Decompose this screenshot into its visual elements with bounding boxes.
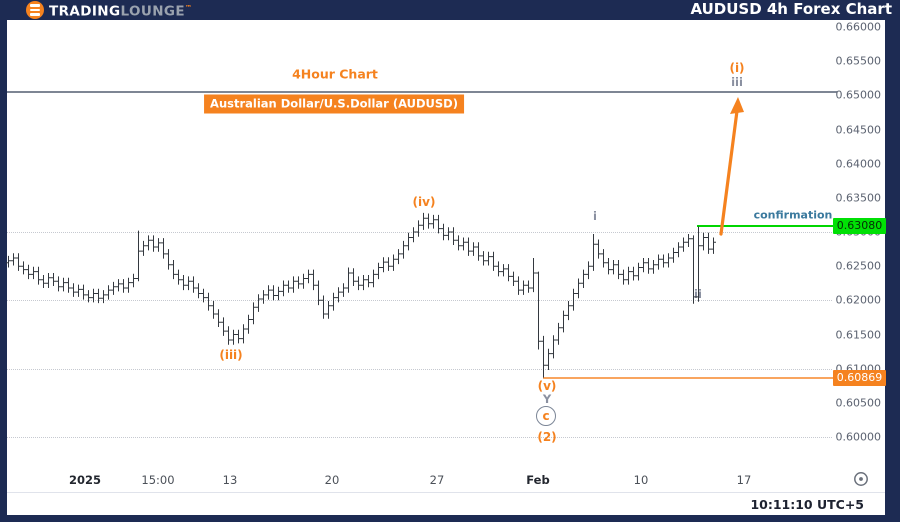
wave-label-i: i — [593, 209, 597, 223]
time-axis-label: 15:00 — [141, 473, 175, 487]
wave-label-2: (2) — [537, 430, 557, 444]
price-axis-label: 0.65500 — [835, 54, 882, 68]
price-gridline — [7, 232, 832, 233]
brand-burger-icon — [26, 1, 44, 19]
brand-wordmark: TRADINGLOUNGE™ — [49, 0, 192, 22]
trading-lounge-logo: TRADINGLOUNGE™ — [26, 0, 192, 20]
time-axis-label: 17 — [736, 473, 752, 487]
brand-part1: TRADING — [49, 3, 121, 20]
price-axis-label: 0.63500 — [835, 191, 882, 205]
instrument-badge: Australian Dollar/U.S.Dollar (AUDUSD) — [204, 94, 464, 114]
time-axis-label: Feb — [526, 473, 550, 487]
time-axis-label: 27 — [429, 473, 445, 487]
wave-label-i: (i) — [729, 61, 745, 75]
timeframe-label: 4Hour Chart — [292, 66, 378, 82]
time-axis-label: 10 — [633, 473, 649, 487]
wave-label-c: c — [536, 406, 556, 426]
price-axis-label: 0.65000 — [835, 88, 882, 102]
wave-label-iii: (iii) — [219, 348, 243, 362]
price-axis-label: 0.66000 — [835, 20, 882, 34]
price-gridline — [7, 437, 832, 438]
price-gridline — [7, 368, 832, 370]
price-badge: 0.63080 — [833, 217, 886, 234]
chart-title: AUDUSD 4h Forex Chart — [690, 0, 892, 18]
clock-utc-label: 10:11:10 UTC+5 — [750, 497, 864, 512]
time-axis-label: 13 — [222, 473, 238, 487]
time-axis-label: 20 — [324, 473, 340, 487]
price-badge: 0.60869 — [833, 369, 886, 386]
wave-label-v: (v) — [537, 379, 557, 393]
time-axis-separator — [7, 492, 885, 493]
swing-low-line[interactable] — [543, 376, 834, 379]
price-axis-label: 0.62000 — [835, 293, 882, 307]
wave-label-iv: (iv) — [412, 195, 436, 209]
price-axis-label: 0.60000 — [835, 430, 882, 444]
trademark-symbol: ™ — [185, 4, 193, 13]
price-axis-label: 0.64000 — [835, 157, 882, 171]
confirmation-label: confirmation — [753, 208, 833, 222]
price-axis-label: 0.61500 — [835, 328, 882, 341]
wave-label-Y: Y — [542, 392, 552, 406]
time-axis-label: 2025 — [68, 473, 102, 487]
scale-settings-icon[interactable] — [851, 469, 871, 489]
wave-target-line[interactable] — [7, 90, 837, 93]
confirmation-line[interactable] — [697, 224, 834, 227]
wave-label-iii: iii — [731, 75, 743, 89]
brand-part2: LOUNGE — [120, 3, 186, 20]
price-axis-label: 0.64500 — [835, 123, 882, 136]
price-axis-label: 0.62500 — [835, 259, 882, 273]
ohlc-bar-path — [6, 212, 716, 378]
top-bar: TRADINGLOUNGE™ AUDUSD 4h Forex Chart — [0, 0, 900, 20]
price-gridline — [7, 300, 832, 302]
price-axis-label: 0.60500 — [835, 396, 882, 410]
